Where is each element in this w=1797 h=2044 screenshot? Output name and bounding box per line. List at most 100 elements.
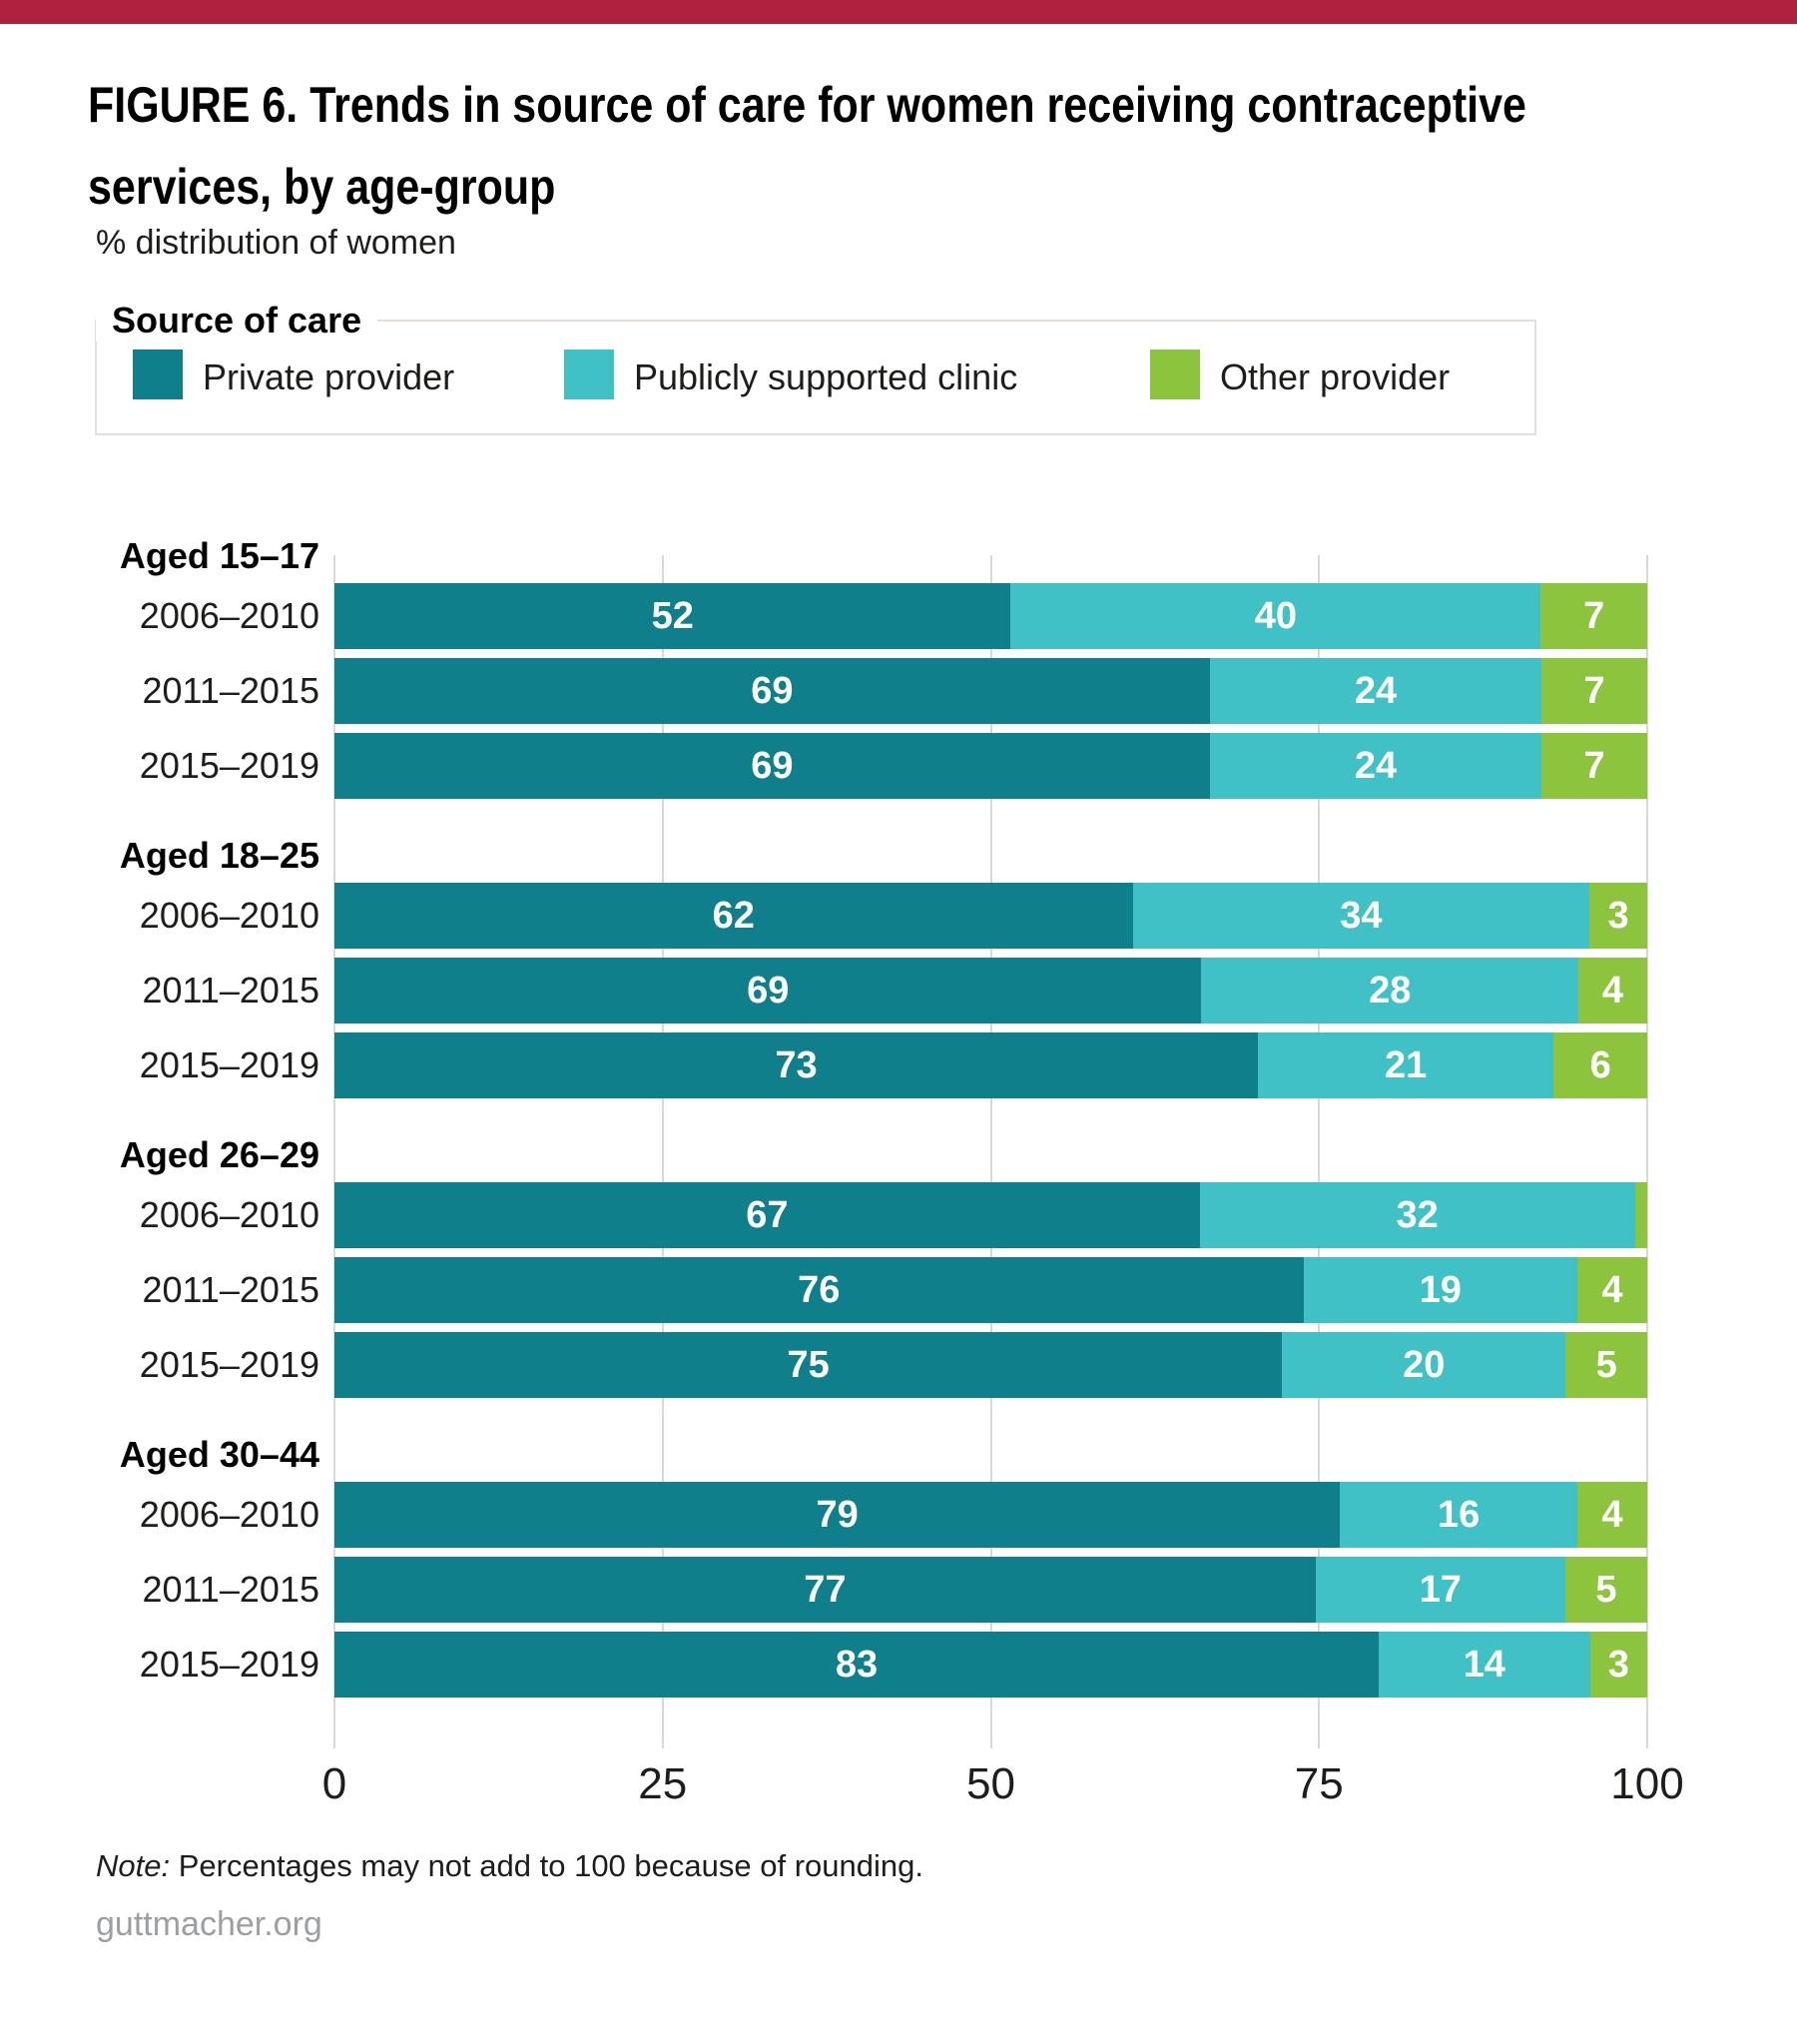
bar-value-label: 4 [1601, 1493, 1623, 1536]
row-label: 2015–2019 [139, 745, 319, 786]
bar-segment: 20 [1282, 1332, 1566, 1398]
bar-segment: 6 [1553, 1032, 1647, 1098]
bar-value-label: 19 [1419, 1268, 1462, 1311]
bar-segment: 14 [1379, 1632, 1590, 1698]
legend-swatch-other-provider [1150, 349, 1200, 399]
bar-value-label: 7 [1583, 744, 1605, 787]
bar-segment: 21 [1258, 1032, 1554, 1098]
group-label: Aged 15–17 [119, 535, 319, 576]
bar-value-label: 77 [804, 1568, 847, 1611]
bar-segment: 4 [1577, 1482, 1647, 1548]
row-label: 2011–2015 [142, 970, 319, 1011]
footnote-text: Percentages may not add to 100 because o… [170, 1848, 923, 1883]
stacked-bar: 76 19 4 [334, 1257, 1647, 1323]
brand-top-bar [0, 0, 1797, 24]
bar-segment: 83 [334, 1632, 1379, 1698]
bar-value-label: 24 [1354, 669, 1398, 712]
group-label: Aged 18–25 [119, 835, 319, 876]
bar-segment: 52 [334, 583, 1011, 649]
stacked-bar: 73 21 6 [334, 1032, 1647, 1098]
bar-segment: 24 [1209, 658, 1542, 724]
bar-value-label: 5 [1595, 1568, 1617, 1611]
row-label: 2015–2019 [139, 1644, 319, 1685]
bar-segment: 5 [1564, 1557, 1647, 1623]
bar-segment: 24 [1209, 733, 1542, 799]
group-label: Aged 30–44 [119, 1434, 319, 1475]
bar-value-label: 5 [1595, 1343, 1617, 1386]
bar-segment: 4 [1577, 1257, 1647, 1323]
legend-label-private-provider: Private provider [203, 356, 455, 397]
bar-value-label: 20 [1403, 1343, 1446, 1386]
bar-segment: 7 [1541, 658, 1648, 724]
bar-value-label: 34 [1340, 894, 1383, 937]
legend-swatch-private-provider [133, 349, 183, 399]
bar-segment: 17 [1315, 1557, 1565, 1623]
bar-value-label: 73 [775, 1043, 818, 1086]
stacked-bar: 69 28 4 [334, 958, 1647, 1023]
gridline-100 [1646, 555, 1648, 1748]
bar-value-label: 76 [798, 1268, 841, 1311]
bar-value-label: 24 [1354, 744, 1398, 787]
row-label: 2011–2015 [142, 1269, 319, 1310]
figure-title-line2: services, by age-group [88, 159, 556, 215]
bar-segment: 67 [334, 1182, 1200, 1248]
bar-segment: 69 [334, 658, 1210, 724]
x-tick-label: 25 [638, 1759, 688, 1808]
stacked-bar: 83 14 3 [334, 1632, 1647, 1698]
bar-segment: 40 [1010, 583, 1541, 649]
bar-value-label: 52 [651, 594, 694, 637]
stacked-bar: 67 32 [334, 1182, 1647, 1248]
footnote: Note: Percentages may not add to 100 bec… [96, 1848, 923, 1884]
x-tick-label: 0 [321, 1759, 347, 1808]
bar-segment: 3 [1589, 1632, 1647, 1698]
legend-title: Source of care [96, 300, 378, 341]
bar-segment: 3 [1589, 883, 1647, 949]
row-label: 2006–2010 [139, 1194, 319, 1235]
gridline-75 [1318, 555, 1321, 1748]
bar-segment: 73 [334, 1032, 1259, 1098]
stacked-bar: 75 20 5 [334, 1332, 1647, 1398]
bar-segment: 34 [1132, 883, 1590, 949]
row-label: 2011–2015 [142, 1569, 319, 1610]
gridline-0 [333, 555, 335, 1748]
bar-segment: 79 [334, 1482, 1341, 1548]
row-label: 2006–2010 [139, 595, 319, 636]
row-label: 2015–2019 [139, 1344, 319, 1385]
bar-segment: 76 [334, 1257, 1304, 1323]
bar-segment: 7 [1540, 583, 1647, 649]
row-label: 2015–2019 [139, 1044, 319, 1085]
bar-value-label: 21 [1385, 1043, 1428, 1086]
bar-value-label: 69 [747, 969, 790, 1012]
bar-segment: 7 [1541, 733, 1648, 799]
gridline-50 [989, 555, 992, 1748]
stacked-bar: 69 24 7 [334, 658, 1648, 724]
bar-value-label: 79 [816, 1493, 859, 1536]
bar-value-label: 75 [787, 1343, 830, 1386]
bar-value-label: 40 [1254, 594, 1298, 637]
bar-segment [1634, 1182, 1647, 1248]
bar-segment: 4 [1577, 958, 1647, 1023]
bar-segment: 77 [334, 1557, 1316, 1623]
bar-value-label: 3 [1607, 1643, 1629, 1686]
legend-box [95, 320, 1536, 435]
legend-label-publicly-supported-clinic: Publicly supported clinic [634, 356, 1018, 397]
bar-segment: 28 [1201, 958, 1578, 1023]
stacked-bar: 69 24 7 [334, 733, 1648, 799]
bar-value-label: 3 [1607, 894, 1629, 937]
bar-value-label: 7 [1583, 594, 1605, 637]
footnote-prefix: Note: [96, 1848, 171, 1883]
bar-value-label: 14 [1463, 1643, 1505, 1686]
bar-value-label: 6 [1589, 1043, 1611, 1086]
bar-value-label: 32 [1396, 1193, 1439, 1236]
bar-value-label: 67 [746, 1193, 789, 1236]
bar-segment: 75 [334, 1332, 1283, 1398]
group-label: Aged 26–29 [119, 1134, 319, 1175]
x-tick-label: 100 [1610, 1759, 1684, 1808]
x-tick-label: 75 [1294, 1759, 1344, 1808]
bar-value-label: 4 [1601, 1268, 1623, 1311]
stacked-bar: 62 34 3 [334, 883, 1647, 949]
legend-swatch-publicly-supported-clinic [564, 349, 614, 399]
bar-segment: 69 [334, 733, 1210, 799]
bar-value-label: 4 [1601, 969, 1624, 1012]
